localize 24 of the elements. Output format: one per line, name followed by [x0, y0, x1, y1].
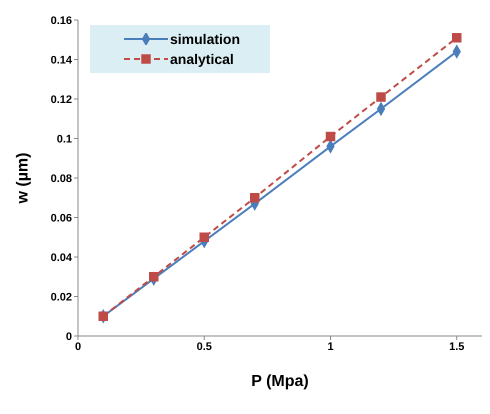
y-tick-label: 0.06: [50, 212, 72, 224]
x-tick-label: 0.5: [196, 340, 212, 353]
point: [98, 312, 108, 321]
point: [326, 132, 336, 142]
y-tick-label: 0.04: [50, 252, 73, 264]
y-tick-label: 0: [66, 330, 72, 343]
y-tick-label: 0.08: [50, 172, 72, 185]
x-tick-label: 1.5: [449, 340, 464, 353]
y-tick-label: 0.14: [50, 54, 73, 66]
legend-label: simulation: [170, 30, 240, 49]
x-tick-label: 0: [74, 340, 82, 353]
y-tick-label: 0.16: [50, 14, 72, 27]
point: [149, 272, 158, 282]
point: [452, 33, 462, 43]
x-tick-label: 1: [327, 340, 334, 353]
point: [250, 193, 260, 202]
y-tick-label: 0.12: [50, 94, 72, 106]
y-tick-label: 0.1: [56, 133, 72, 146]
y-tick-label: 0.02: [50, 291, 72, 304]
y-axis-title: w (µm): [14, 152, 32, 204]
point: [200, 232, 209, 242]
legend-label: analytical: [170, 50, 234, 69]
point: [376, 92, 386, 102]
x-axis-title: P (Mpa): [251, 373, 309, 390]
